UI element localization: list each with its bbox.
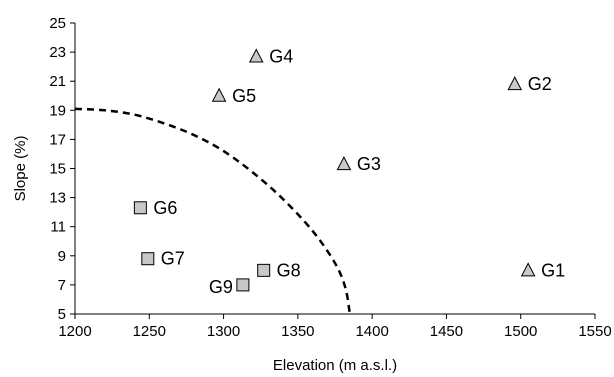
triangle-marker xyxy=(336,156,352,171)
x-tick-label: 1500 xyxy=(504,323,537,340)
point-g6: G6 xyxy=(133,198,177,218)
square-marker xyxy=(141,252,155,266)
y-tick-label: 9 xyxy=(58,248,66,265)
boundary-curve xyxy=(74,107,352,315)
triangle-marker xyxy=(211,87,227,102)
y-tick-label: 25 xyxy=(49,15,66,32)
x-axis-title: Elevation (m a.s.l.) xyxy=(273,357,397,374)
point-label: G1 xyxy=(541,260,565,280)
point-label: G5 xyxy=(232,86,256,106)
point-g2: G2 xyxy=(507,74,552,94)
point-label: G6 xyxy=(153,198,177,218)
square-marker xyxy=(133,201,147,215)
x-tick-label: 1550 xyxy=(578,323,611,340)
point-label: G9 xyxy=(209,277,233,297)
y-tick-label: 13 xyxy=(49,190,66,207)
x-tick-label: 1250 xyxy=(133,323,166,340)
point-g5: G5 xyxy=(211,86,256,106)
point-g8: G8 xyxy=(257,260,301,280)
x-tick-label: 1200 xyxy=(58,323,91,340)
point-label: G8 xyxy=(277,260,301,280)
y-tick-label: 15 xyxy=(49,161,66,178)
data-points: G1 G2 G3 G4 G5 G6 G7 G8 G9 xyxy=(133,46,565,297)
point-g3: G3 xyxy=(336,154,381,174)
point-label: G7 xyxy=(161,249,185,269)
y-axis-title: Slope (%) xyxy=(12,136,29,202)
square-marker xyxy=(257,263,271,277)
point-label: G2 xyxy=(528,74,552,94)
y-tick-label: 5 xyxy=(58,306,66,323)
y-tick-label: 19 xyxy=(49,102,66,119)
square-marker xyxy=(236,278,250,292)
y-tick-label: 21 xyxy=(49,73,66,90)
x-tick-label: 1300 xyxy=(207,323,240,340)
axes xyxy=(74,23,595,315)
y-axis-ticks: 5 7 9 11 13 15 17 19 21 23 25 xyxy=(49,15,75,323)
point-g9: G9 xyxy=(209,277,250,297)
triangle-marker xyxy=(248,48,264,63)
triangle-marker xyxy=(520,262,536,277)
point-g7: G7 xyxy=(141,249,185,269)
y-tick-label: 11 xyxy=(50,219,66,236)
y-tick-label: 17 xyxy=(49,131,66,148)
x-axis-ticks: 1200 1250 1300 1350 1400 1450 1500 1550 xyxy=(58,314,612,340)
triangle-marker xyxy=(507,76,523,91)
y-tick-label: 7 xyxy=(58,277,66,294)
point-label: G4 xyxy=(269,46,293,66)
x-tick-label: 1400 xyxy=(355,323,388,340)
x-tick-label: 1350 xyxy=(281,323,314,340)
point-label: G3 xyxy=(357,154,381,174)
y-tick-label: 23 xyxy=(49,44,66,61)
point-g4: G4 xyxy=(248,46,293,66)
x-tick-label: 1450 xyxy=(430,323,463,340)
point-g1: G1 xyxy=(520,260,565,280)
